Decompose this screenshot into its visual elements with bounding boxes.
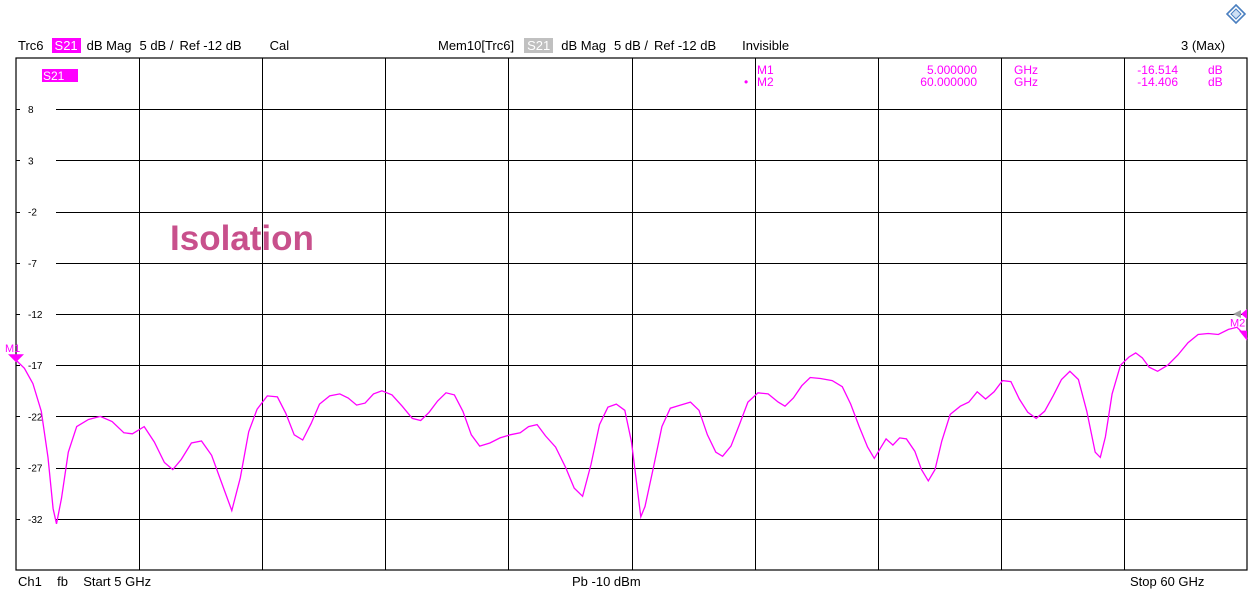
marker-count: 3 (Max) — [1181, 37, 1226, 53]
trace-markers[interactable]: M1 M2 — [5, 318, 1247, 363]
marker-table-freq-unit: GHz — [1014, 75, 1038, 89]
footer-channel: Ch1 fb Start 5 GHz — [18, 574, 151, 589]
y-tick-bg — [20, 409, 56, 424]
marker-m2-triangle — [1239, 330, 1247, 341]
y-tick-bg — [20, 358, 56, 373]
memory-scale[interactable]: 5 dB / — [614, 37, 649, 53]
cal-status: Cal — [269, 37, 290, 53]
memory-header: Mem10[Trc6] S21 dB Mag 5 dB / Ref -12 dB… — [438, 36, 789, 54]
trace-ref-arrow — [1241, 309, 1247, 319]
memory-ref-arrow — [1233, 310, 1241, 318]
channel-header: Trc6 S21 dB Mag 5 dB / Ref -12 dB Cal — [18, 36, 289, 54]
start-frequency[interactable]: Start 5 GHz — [83, 574, 152, 589]
marker-table-name: M2 — [757, 75, 774, 89]
marker-table-freq-unit: GHz — [1014, 63, 1038, 77]
rs-logo-icon — [1226, 4, 1246, 24]
active-marker-dot: • — [744, 75, 748, 89]
y-tick-label: -32 — [28, 515, 43, 526]
marker-table-value-unit: dB — [1208, 63, 1223, 77]
y-tick-label: 8 — [28, 105, 34, 116]
memory-format[interactable]: dB Mag — [561, 37, 607, 53]
y-tick-labels: 8 3 -2 -7 -12 -17 -22 -27 -32 — [20, 102, 56, 526]
y-tick-bg — [20, 204, 56, 219]
y-tick-bg — [20, 102, 56, 117]
memory-state: Invisible — [742, 37, 790, 53]
y-tick-bg — [20, 511, 56, 526]
y-tick-label: -27 — [28, 464, 43, 475]
y-tick-label: 3 — [28, 156, 34, 167]
trace-param-badge[interactable]: S21 — [51, 37, 81, 53]
y-tick-label: -2 — [28, 208, 37, 219]
marker-table-value: -16.514 — [1137, 63, 1178, 77]
trace-ref[interactable]: Ref -12 dB — [179, 37, 242, 53]
memory-param-badge[interactable]: S21 — [524, 37, 554, 53]
reference-markers — [1233, 309, 1247, 319]
memory-ref[interactable]: Ref -12 dB — [654, 37, 717, 53]
marker-m2-label: M2 — [1230, 318, 1245, 330]
marker-table-value-unit: dB — [1208, 75, 1223, 89]
grid — [15, 57, 1248, 571]
isolation-annotation: Isolation — [170, 219, 314, 258]
y-tick-label: -12 — [28, 310, 43, 321]
channel-name[interactable]: Ch1 — [18, 574, 42, 589]
stop-frequency[interactable]: Stop 60 GHz — [1130, 574, 1205, 589]
marker-table-freq: 60.000000 — [920, 75, 977, 89]
trace-label: S21 — [43, 69, 65, 83]
y-tick-bg — [20, 307, 56, 321]
trace-scale[interactable]: 5 dB / — [139, 37, 174, 53]
y-tick-label: -17 — [28, 361, 43, 372]
s21-trace-line[interactable] — [15, 326, 1248, 525]
marker-m1-triangle — [8, 354, 24, 363]
memory-trace-name[interactable]: Mem10[Trc6] — [438, 37, 515, 53]
y-tick-bg — [20, 255, 56, 270]
marker-table-freq: 5.000000 — [927, 63, 977, 77]
trace-name[interactable]: Trc6 — [18, 37, 44, 53]
marker-m1-label: M1 — [5, 343, 20, 355]
fb-label: fb — [57, 574, 68, 589]
marker-table-value: -14.406 — [1137, 75, 1178, 89]
marker-table: M1 5.000000 GHz -16.514 dB • M2 60.000000 GHz -14… — [744, 63, 1223, 89]
trace-format[interactable]: dB Mag — [86, 37, 132, 53]
y-tick-bg — [20, 153, 56, 168]
source-power[interactable]: Pb -10 dBm — [572, 574, 641, 589]
trace-label-badge — [42, 69, 78, 82]
y-tick-label: -22 — [28, 412, 43, 423]
y-tick-bg — [20, 460, 56, 475]
marker-table-name: M1 — [757, 63, 774, 77]
y-tick-label: -7 — [28, 259, 37, 270]
